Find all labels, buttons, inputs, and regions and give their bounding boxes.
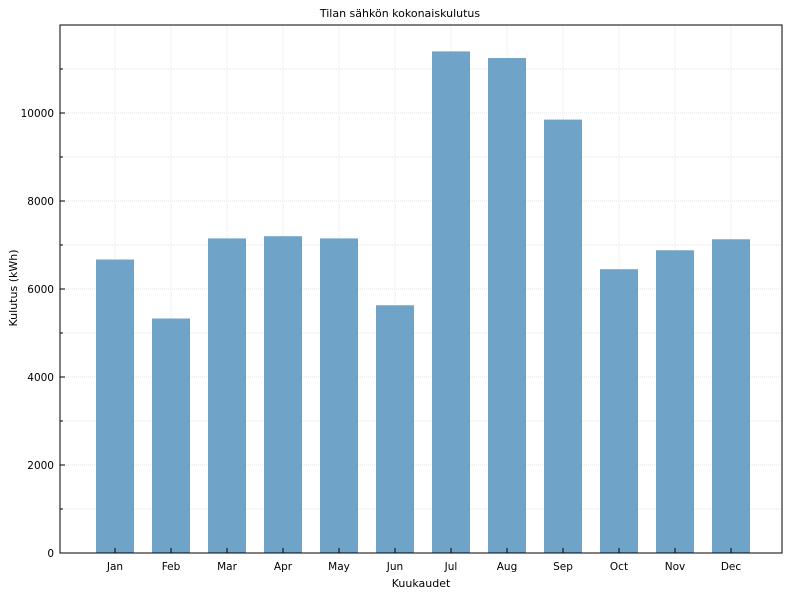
- x-tick-label: Nov: [665, 561, 686, 573]
- chart-title: Tilan sähkön kokonaiskulutus: [319, 7, 481, 20]
- y-axis-label: Kulutus (kWh): [7, 250, 20, 327]
- y-tick-label: 8000: [27, 196, 54, 208]
- y-tick-label: 0: [47, 548, 54, 560]
- bar-oct: [600, 269, 638, 553]
- x-axis-label: Kuukaudet: [392, 577, 451, 590]
- x-tick-label: Jul: [444, 561, 458, 573]
- y-tick-label: 6000: [27, 284, 54, 296]
- bar-mar: [208, 238, 246, 553]
- y-tick-label: 2000: [27, 460, 54, 472]
- x-tick-label: Jan: [106, 561, 123, 573]
- x-tick-label: May: [328, 561, 350, 573]
- bar-jan: [96, 259, 134, 553]
- x-tick-label: Jun: [386, 561, 403, 573]
- y-tick-label: 4000: [27, 372, 54, 384]
- x-tick-label: Sep: [553, 561, 573, 573]
- x-tick-label: Mar: [217, 561, 237, 573]
- x-tick-label: Dec: [721, 561, 742, 573]
- bar-jul: [432, 51, 470, 554]
- x-tick-label: Feb: [162, 561, 181, 573]
- x-tick-label: Apr: [274, 561, 293, 573]
- bar-dec: [712, 239, 750, 553]
- bars: [96, 51, 750, 554]
- x-tick-label: Oct: [610, 561, 628, 573]
- bar-nov: [656, 250, 694, 553]
- axes: 0 2000 4000 6000 8000 10000 Jan Feb Mar Apr May Jun…: [21, 24, 783, 573]
- x-tick-label: Aug: [497, 561, 518, 573]
- bar-feb: [152, 318, 190, 553]
- bar-jun: [376, 305, 414, 553]
- bar-may: [320, 238, 358, 553]
- y-tick-label: 10000: [21, 108, 54, 120]
- bar-aug: [488, 58, 526, 553]
- bar-apr: [264, 236, 302, 553]
- bar-sep: [544, 119, 582, 553]
